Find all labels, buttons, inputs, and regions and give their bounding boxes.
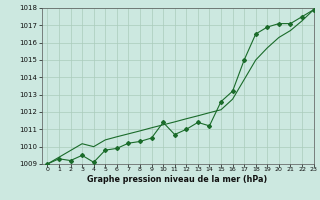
- X-axis label: Graphe pression niveau de la mer (hPa): Graphe pression niveau de la mer (hPa): [87, 175, 268, 184]
